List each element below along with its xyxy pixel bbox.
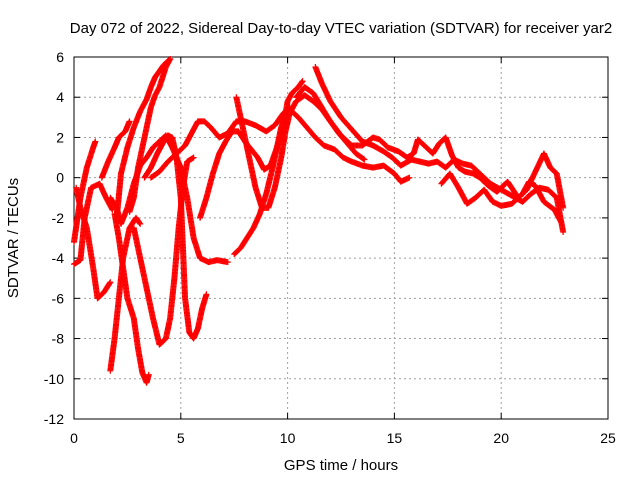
y-tick-label: -6 bbox=[52, 290, 65, 306]
data-point bbox=[126, 118, 133, 125]
series-track-8 bbox=[113, 56, 174, 221]
series-track-4 bbox=[98, 118, 133, 181]
data-point bbox=[558, 218, 565, 225]
data-point bbox=[298, 78, 305, 85]
data-point bbox=[106, 280, 113, 287]
series-track-12 bbox=[147, 104, 293, 181]
x-tick-label: 20 bbox=[493, 430, 509, 446]
data-point bbox=[145, 371, 152, 378]
x-tick-label: 25 bbox=[600, 430, 616, 446]
data-point bbox=[361, 156, 368, 163]
series-track-9 bbox=[126, 56, 174, 215]
x-tick-labels: 0 5 10 15 20 25 bbox=[70, 430, 616, 446]
data-point bbox=[560, 228, 567, 235]
series-track-3 bbox=[73, 184, 114, 302]
x-axis-label: GPS time / hours bbox=[284, 457, 398, 474]
y-axis-label: SDTVAR / TECUs bbox=[5, 178, 22, 298]
series-track-17 bbox=[312, 64, 567, 235]
y-tick-labels: -12 -10 -8 -6 -4 -2 0 2 4 6 bbox=[44, 49, 64, 427]
data-point bbox=[137, 220, 144, 227]
data-point bbox=[107, 279, 114, 286]
chart-title: Day 072 of 2022, Sidereal Day-to-day VTE… bbox=[70, 20, 612, 37]
data-point bbox=[190, 154, 197, 161]
series-track-11 bbox=[141, 132, 210, 342]
data-point bbox=[136, 220, 143, 227]
data-point bbox=[299, 78, 306, 85]
data-point bbox=[406, 174, 413, 181]
data-point bbox=[224, 259, 231, 266]
data-point bbox=[203, 291, 210, 298]
series-track-2 bbox=[71, 180, 116, 268]
x-tick-label: 10 bbox=[280, 430, 296, 446]
y-tick-label: -12 bbox=[44, 411, 64, 427]
y-tick-label: -8 bbox=[52, 331, 65, 347]
y-tick-label: 0 bbox=[56, 170, 64, 186]
series-track-18 bbox=[438, 170, 565, 225]
y-tick-label: 2 bbox=[56, 129, 64, 145]
x-tick-label: 5 bbox=[177, 430, 185, 446]
data-point bbox=[167, 56, 174, 63]
y-tick-label: 4 bbox=[56, 89, 64, 105]
y-tick-label: 6 bbox=[56, 49, 64, 65]
data-point bbox=[360, 155, 367, 162]
data-series bbox=[71, 56, 567, 386]
y-tick-label: -2 bbox=[52, 210, 65, 226]
data-point bbox=[92, 138, 99, 145]
x-tick-label: 15 bbox=[387, 430, 403, 446]
y-tick-label: -10 bbox=[44, 371, 64, 387]
x-tick-label: 0 bbox=[70, 430, 78, 446]
series-track-14 bbox=[231, 108, 413, 258]
y-tick-label: -4 bbox=[52, 250, 65, 266]
axis-ticks bbox=[73, 56, 609, 420]
